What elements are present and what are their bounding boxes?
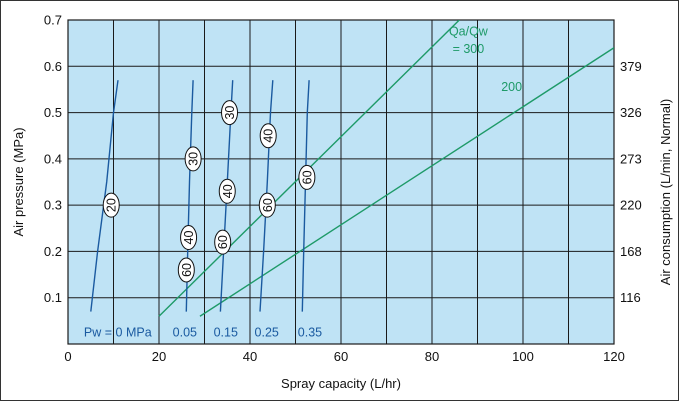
marker-oval	[258, 192, 276, 218]
marker-label: 40	[262, 129, 276, 143]
air-consumption-marker: 60	[214, 229, 232, 255]
air-consumption-marker: 60	[258, 192, 276, 218]
y-tick-label: 0.5	[44, 105, 62, 120]
x-tick-label: 40	[243, 349, 257, 364]
y2-tick-label: 168	[620, 244, 642, 259]
x-tick-label: 0	[64, 349, 71, 364]
y-tick-label: 0.6	[44, 59, 62, 74]
x-axis-title: Spray capacity (L/hr)	[281, 376, 401, 391]
marker-label: 40	[221, 184, 235, 198]
plot-border	[67, 19, 615, 345]
marker-oval	[102, 192, 120, 218]
y-axis-title: Air pressure (MPa)	[11, 127, 26, 236]
y-tick-label: 0.7	[44, 13, 62, 28]
axis-ticks: 0 20 40 60 80 100 120 0.1 0.2 0.3 0.4 0.5 0.6 0.7 116 1…	[44, 13, 642, 365]
marker-label: 20	[105, 198, 119, 212]
y2-tick-label: 379	[620, 59, 642, 74]
marker-label: 60	[261, 198, 275, 212]
marker-oval	[298, 164, 316, 190]
air-consumption-marker: 20	[102, 192, 120, 218]
marker-label: 60	[300, 170, 314, 184]
ratio-label: 200	[501, 80, 522, 94]
ratio-line	[199, 47, 614, 317]
x-tick-label: 120	[603, 349, 625, 364]
marker-label: 40	[182, 231, 196, 245]
y2-tick-label: 116	[620, 290, 641, 305]
air-consumption-marker: 30	[184, 146, 202, 172]
marker-oval	[177, 257, 195, 283]
pressure-label: 0.35	[298, 325, 322, 339]
y-tick-label: 0.2	[44, 244, 62, 259]
ratio-label: Qa/Qw	[449, 25, 489, 39]
marker-label: 30	[187, 152, 201, 166]
x-tick-label: 100	[512, 349, 534, 364]
pressure-label: Pw = 0 MPa	[84, 325, 152, 339]
air-consumption-marker: 30	[221, 100, 239, 126]
marker-oval	[218, 178, 236, 204]
marker-label: 60	[180, 263, 194, 277]
grid	[67, 19, 615, 345]
pressure-label: 0.15	[214, 325, 238, 339]
curve-labels: Pw = 0 MPa 0.05 0.15 0.25 0.35 Qa/Qw = 300 200	[84, 25, 522, 340]
marker-oval	[180, 225, 198, 251]
y-tick-label: 0.1	[44, 290, 62, 305]
air-consumption-marker: 40	[218, 178, 236, 204]
y2-tick-label: 220	[620, 198, 642, 213]
marker-label: 60	[216, 235, 230, 249]
marker-label: 30	[223, 106, 237, 120]
y-tick-label: 0.4	[44, 151, 62, 166]
air-consumption-marker: 60	[298, 164, 316, 190]
y2-tick-label: 326	[620, 105, 642, 120]
ratio-label: = 300	[453, 42, 485, 56]
marker-oval	[259, 123, 277, 149]
y2-axis-title: Air consumption (L/min, Normal)	[658, 99, 673, 285]
marker-oval	[184, 146, 202, 172]
marker-oval	[214, 229, 232, 255]
y-tick-label: 0.3	[44, 198, 62, 213]
water-pressure-curve	[90, 80, 119, 312]
pressure-label: 0.25	[255, 325, 279, 339]
water-pressure-curve	[259, 80, 274, 312]
marker-oval	[221, 100, 239, 126]
air-consumption-marker: 40	[180, 225, 198, 251]
air-consumption-marker: 60	[177, 257, 195, 283]
y2-tick-label: 273	[620, 151, 642, 166]
pressure-label: 0.05	[173, 325, 197, 339]
x-tick-label: 20	[152, 349, 166, 364]
air-consumption-marker: 40	[259, 123, 277, 149]
x-tick-label: 60	[334, 349, 348, 364]
x-tick-label: 80	[425, 349, 439, 364]
air-consumption-markers: 20 30 40 60 30 40 60 40 60 60	[102, 100, 316, 283]
